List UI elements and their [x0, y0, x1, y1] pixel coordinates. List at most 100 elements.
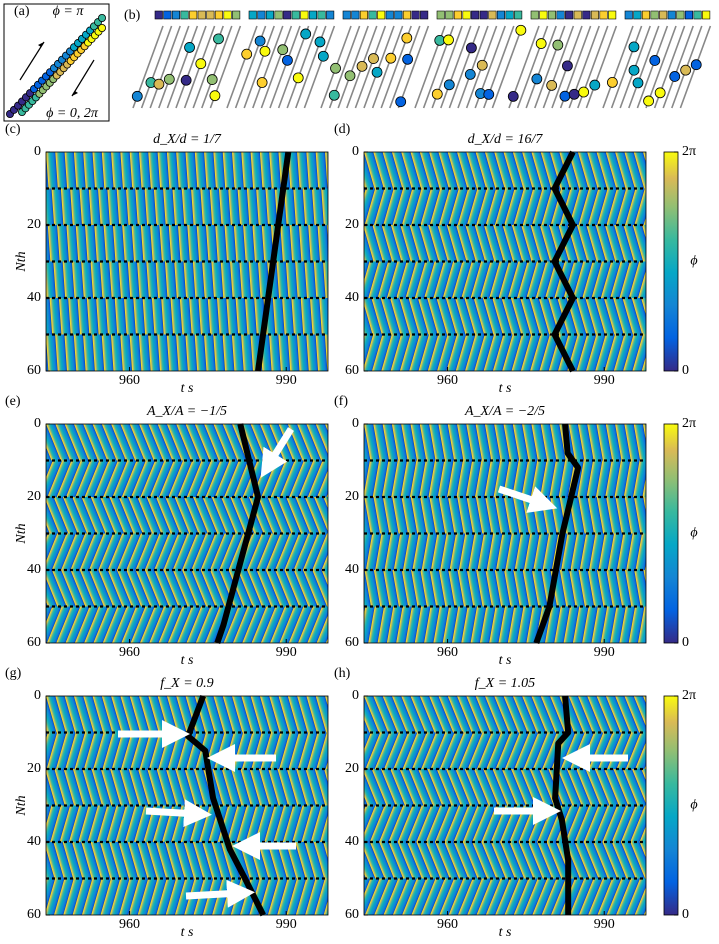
- colorbar-label: ϕ: [690, 254, 697, 269]
- oscillator: [277, 44, 289, 56]
- oscillator: [163, 73, 175, 85]
- phase-cell: [590, 10, 600, 20]
- rail: [440, 25, 472, 109]
- oscillator: [368, 53, 379, 64]
- panel-a-frame: [3, 3, 110, 122]
- oscillator: [628, 41, 640, 53]
- y-tick-label: 20: [345, 489, 359, 504]
- phase-cell: [368, 10, 377, 20]
- oscillator: [552, 39, 564, 51]
- rail: [525, 25, 557, 109]
- oscillator: [559, 90, 571, 102]
- y-tick-label: 60: [345, 907, 359, 922]
- phase-cell: [488, 10, 497, 20]
- oscillator: [292, 72, 304, 84]
- y-tick-label: 20: [27, 217, 41, 232]
- phase-cell: [420, 10, 429, 20]
- phase-cell: [479, 10, 488, 20]
- rail: [252, 25, 284, 109]
- rail: [337, 25, 369, 109]
- rail: [243, 25, 275, 109]
- oscillator: [464, 69, 476, 80]
- colorbar: [663, 151, 679, 372]
- panel-title: f_X = 1.05: [475, 676, 535, 691]
- x-axis-label: t s: [181, 925, 194, 939]
- oscillator: [628, 64, 640, 76]
- phase-cell: [394, 10, 403, 20]
- x-tick-label: 990: [276, 917, 297, 932]
- rail: [389, 25, 421, 109]
- rail: [397, 25, 430, 109]
- colorbar-label: ϕ: [690, 798, 697, 813]
- heatmap-band: [364, 696, 646, 733]
- heatmap-band: [364, 334, 646, 371]
- phase-cell: [436, 10, 445, 20]
- phase-cell: [514, 10, 523, 20]
- rail: [585, 25, 618, 109]
- phase-cell: [197, 10, 206, 20]
- rail: [516, 25, 549, 109]
- panel-label: (a): [14, 4, 30, 19]
- rail: [371, 25, 404, 109]
- heatmap-band: [364, 152, 646, 189]
- oscillator: [328, 89, 340, 101]
- y-tick-label: 40: [27, 562, 41, 577]
- oscillator: [300, 28, 312, 40]
- x-tick-label: 960: [119, 645, 140, 660]
- trace: [214, 423, 262, 644]
- x-tick-label: 960: [437, 917, 458, 932]
- x-axis-label: t s: [181, 381, 194, 396]
- rail: [260, 25, 293, 109]
- y-tick-label: 20: [27, 761, 41, 776]
- colorbar-tick-label: 2π: [682, 144, 696, 159]
- phase-cell: [641, 10, 651, 20]
- oscillator: [632, 77, 644, 89]
- rail: [226, 25, 258, 109]
- heatmap-band: [364, 769, 646, 806]
- trace: [551, 150, 576, 373]
- x-tick-label: 990: [276, 373, 297, 388]
- rail: [610, 25, 643, 109]
- panel-label: (h): [334, 666, 351, 681]
- y-tick-label: 60: [345, 635, 359, 650]
- oscillator: [535, 38, 547, 49]
- rail: [277, 25, 310, 109]
- oscillator: [546, 79, 558, 91]
- phase-cell: [163, 10, 172, 20]
- oscillator: [606, 76, 618, 88]
- oscillator: [241, 48, 253, 60]
- oscillator: [515, 24, 527, 36]
- colorbar: [663, 695, 679, 916]
- heatmap-band: [46, 188, 328, 225]
- phase-cell: [693, 10, 702, 20]
- oscillator: [98, 23, 107, 32]
- oscillator: [184, 42, 195, 53]
- rail: [542, 25, 575, 109]
- rail: [286, 25, 318, 109]
- heatmap-band: [46, 225, 328, 262]
- phase-cell: [676, 10, 685, 20]
- rail: [448, 25, 481, 109]
- phase-cell: [326, 10, 335, 20]
- oscillator: [669, 71, 681, 82]
- oscillator: [443, 34, 454, 46]
- oscillator: [589, 79, 601, 91]
- oscillator: [206, 74, 218, 85]
- oscillator: [443, 79, 455, 91]
- phase-cell: [377, 10, 386, 20]
- oscillator: [531, 73, 543, 85]
- panel-title: f_X = 0.9: [160, 676, 213, 691]
- oscillator: [317, 50, 329, 62]
- oscillator: [330, 62, 341, 74]
- y-tick-label: 20: [345, 217, 359, 232]
- phase-cell: [599, 10, 608, 20]
- y-tick-label: 40: [345, 834, 359, 849]
- rail: [269, 25, 301, 109]
- colorbar-tick-label: 0: [682, 635, 689, 650]
- rail: [636, 25, 669, 109]
- y-tick-label: 0: [352, 688, 359, 703]
- panel-label: (e): [5, 394, 21, 409]
- phase-cell: [539, 10, 548, 20]
- oscillator: [562, 60, 573, 72]
